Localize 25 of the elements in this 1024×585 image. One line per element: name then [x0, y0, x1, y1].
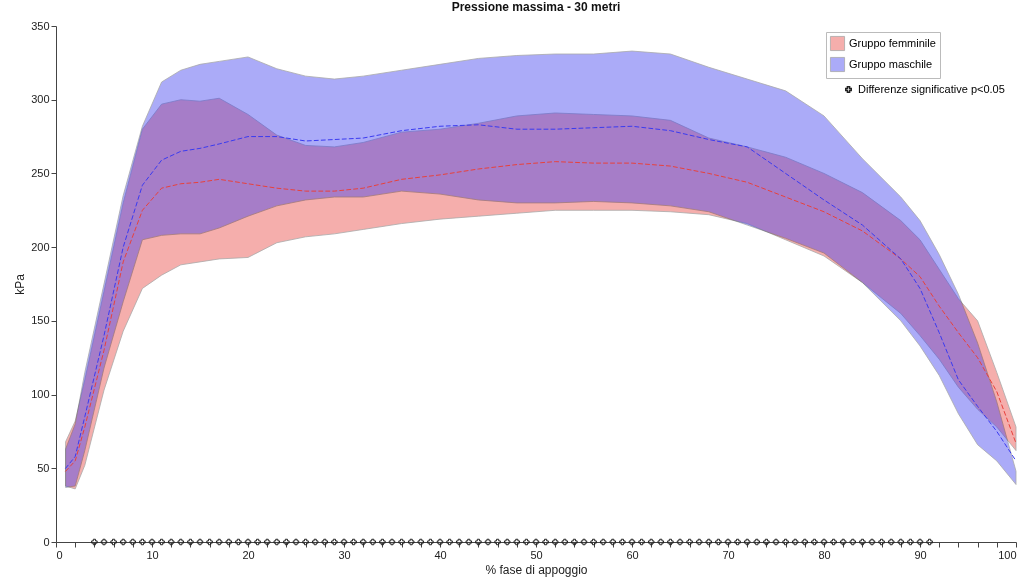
legend-label: Differenze significative p<0.05 [858, 82, 1005, 95]
y-tick-label: 150 [31, 314, 50, 327]
chart-title: Pressione massima - 30 metri [451, 0, 621, 14]
y-tick-label: 300 [31, 93, 50, 106]
x-tick-label: 10 [146, 548, 159, 561]
legend-label: Gruppo femminile [849, 36, 936, 49]
x-tick-label: 100 [998, 548, 1017, 561]
x-axis-title: % fase di appoggio [485, 562, 588, 577]
x-tick-label: 20 [242, 548, 255, 561]
x-tick-label: 70 [722, 548, 735, 561]
x-tick-label: 0 [56, 548, 63, 561]
x-tick-label: 60 [626, 548, 639, 561]
y-tick-label: 250 [31, 166, 50, 179]
x-tick-label: 80 [818, 548, 831, 561]
y-tick-label: 0 [43, 535, 50, 548]
y-tick-label: 50 [37, 461, 50, 474]
x-tick-label: 30 [338, 548, 351, 561]
y-tick-label: 100 [31, 388, 50, 401]
x-tick-label: 40 [434, 548, 447, 561]
x-tick-label: 50 [530, 548, 543, 561]
x-tick-label: 90 [914, 548, 927, 561]
legend-label: Gruppo maschile [849, 57, 933, 70]
y-axis-title: kPa [13, 273, 28, 295]
y-tick-label: 350 [31, 19, 50, 32]
y-tick-label: 200 [31, 240, 50, 253]
